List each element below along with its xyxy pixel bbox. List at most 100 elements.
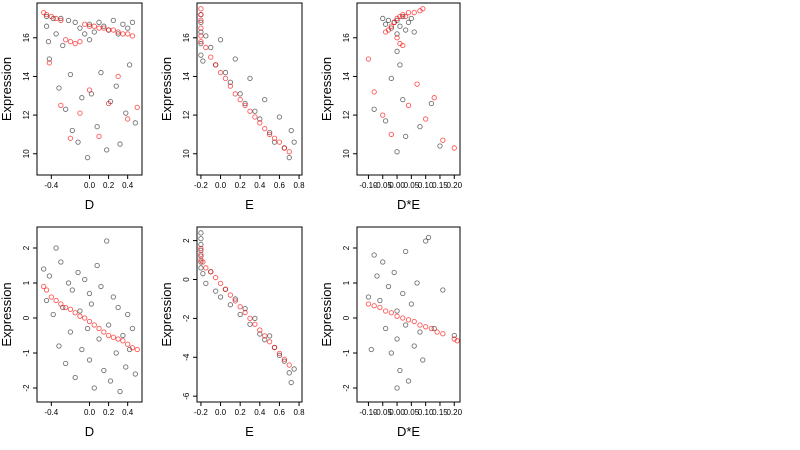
data-point: [242, 306, 248, 312]
y-tick-label: 16: [182, 33, 191, 42]
data-point: [405, 10, 412, 16]
data-point: [394, 48, 400, 54]
data-point: [198, 29, 204, 35]
data-point: [257, 327, 263, 333]
y-tick-label: 12: [342, 110, 351, 119]
data-point: [104, 238, 110, 244]
y-tick-label: -2: [182, 314, 191, 322]
data-point: [451, 145, 457, 151]
data-point: [262, 337, 268, 343]
data-point: [43, 11, 50, 18]
data-point: [423, 238, 429, 244]
data-point: [394, 336, 400, 342]
data-point: [222, 69, 229, 76]
data-point: [405, 102, 412, 109]
data-point: [217, 280, 224, 287]
plot-frame: [36, 226, 143, 403]
data-point: [237, 96, 243, 103]
data-point: [198, 245, 204, 252]
data-point: [110, 334, 117, 340]
y-tick-label: 2: [342, 245, 351, 250]
data-point: [252, 108, 258, 114]
data-point: [200, 58, 206, 64]
data-point: [212, 274, 219, 281]
y-tick-label: -4: [182, 353, 191, 361]
data-point: [65, 280, 72, 286]
data-point: [388, 350, 394, 356]
data-point: [43, 287, 50, 293]
data-point: [454, 338, 460, 344]
data-point: [86, 318, 93, 325]
data-point: [451, 332, 457, 339]
data-point: [62, 37, 69, 43]
data-point: [56, 85, 62, 91]
data-point: [212, 62, 219, 68]
x-tick-label: 0.8: [293, 181, 305, 190]
x-axis-label: E: [245, 197, 254, 212]
x-tick-label: -0.05: [374, 181, 393, 190]
data-point: [402, 13, 409, 20]
data-point: [252, 114, 258, 120]
data-point: [286, 154, 292, 161]
data-point: [88, 301, 95, 307]
data-point: [77, 308, 83, 314]
series-2: [41, 283, 140, 353]
data-point: [132, 371, 138, 377]
data-point: [394, 149, 400, 155]
data-point: [400, 315, 406, 321]
y-tick-label: -1: [342, 349, 351, 357]
data-point: [41, 266, 47, 272]
panel-2: -0.2 0.0 0.2 0.4 0.6 0.8 10 12 14 16 E Expression: [159, 2, 305, 212]
series-2: [198, 6, 292, 155]
plot-frame: [196, 226, 303, 403]
data-point: [96, 25, 102, 31]
x-axis-label: D: [85, 197, 94, 212]
data-point: [417, 322, 423, 328]
data-point: [227, 292, 234, 298]
data-point: [91, 322, 97, 328]
x-tick-label: 0.00: [389, 408, 405, 417]
data-point: [405, 378, 412, 384]
data-point: [110, 17, 117, 24]
data-point: [120, 338, 126, 344]
data-point: [276, 114, 283, 120]
x-tick-label: -0.2: [194, 408, 208, 417]
data-point: [77, 110, 83, 116]
panel-6: -0.10-0.050.000.050.100.150.20 -2 -1 0 1 2 D*E…: [319, 226, 463, 439]
data-point: [96, 336, 102, 342]
data-point: [276, 352, 283, 358]
data-point: [388, 310, 394, 316]
data-point: [394, 385, 400, 391]
x-axis-label: D: [85, 424, 94, 439]
data-point: [77, 39, 83, 45]
data-point: [198, 6, 204, 12]
data-point: [247, 108, 253, 114]
data-point: [96, 325, 102, 332]
data-point: [125, 116, 131, 122]
data-point: [232, 91, 238, 97]
data-point: [291, 139, 297, 145]
data-point: [125, 311, 131, 318]
y-tick-label: 0: [22, 315, 31, 320]
data-point: [382, 118, 389, 124]
data-point: [198, 19, 204, 25]
data-point: [45, 39, 52, 45]
x-tick-label: 0.8: [293, 408, 305, 417]
data-point: [69, 287, 75, 293]
data-point: [72, 310, 78, 316]
data-point: [388, 23, 394, 29]
data-point: [380, 15, 386, 22]
x-tick-label: 0.0: [84, 181, 96, 190]
data-point: [53, 31, 59, 37]
data-point: [281, 356, 287, 362]
data-point: [198, 247, 204, 253]
series-1: [371, 13, 443, 155]
data-point: [115, 29, 121, 35]
x-axis-label: E: [245, 424, 254, 439]
data-point: [48, 13, 54, 20]
data-point: [380, 112, 386, 118]
data-point: [198, 17, 204, 24]
y-tick-label: 1: [22, 280, 31, 285]
x-tick-label: 0.0: [84, 408, 96, 417]
data-point: [101, 329, 107, 335]
